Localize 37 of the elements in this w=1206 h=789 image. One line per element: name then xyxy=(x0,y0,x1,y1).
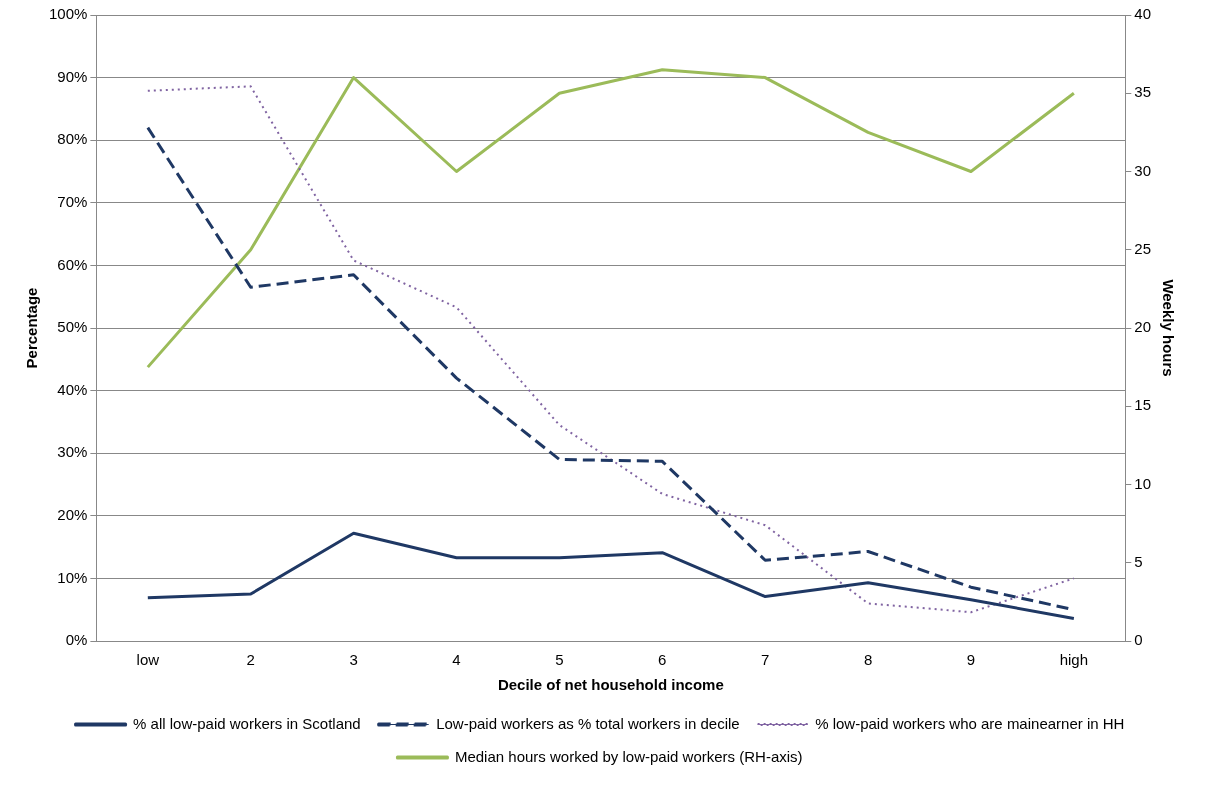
legend-label: % low-paid workers who are mainearner in HH xyxy=(815,714,1125,732)
legend-label: Median hours worked by low-paid workers (RH-axis) xyxy=(454,747,803,765)
x-tick-label: 8 xyxy=(863,651,873,669)
x-tick-label: low xyxy=(136,651,160,669)
legend-label: Low-paid workers as % total workers in decile xyxy=(436,714,740,732)
y-tick-label: 50% xyxy=(57,318,88,336)
legend-label: % all low-paid workers in Scotland xyxy=(133,714,361,732)
y2-axis-title: Weekly hours xyxy=(1159,279,1177,377)
y2-tick-label: 10 xyxy=(1134,474,1151,492)
y-axis-title: Percentage xyxy=(23,287,41,369)
y2-tick-label: 30 xyxy=(1134,161,1151,179)
y-tick-label: 30% xyxy=(57,443,88,461)
x-axis-title: Decile of net household income xyxy=(497,676,724,694)
y2-tick-label: 25 xyxy=(1134,239,1151,257)
y-tick-label: 40% xyxy=(57,380,88,398)
y-tick-label: 20% xyxy=(57,505,88,523)
x-tick-label: 4 xyxy=(452,651,461,669)
x-tick-label: high xyxy=(1059,651,1089,669)
y2-tick-label: 40 xyxy=(1134,5,1151,23)
x-tick-label: 9 xyxy=(966,651,976,669)
y-tick-label: 70% xyxy=(57,192,88,210)
x-tick-label: 7 xyxy=(761,651,770,669)
x-tick-label: 5 xyxy=(555,651,564,669)
y2-tick-label: 35 xyxy=(1134,83,1151,101)
y2-tick-label: 0 xyxy=(1134,631,1143,649)
y-tick-label: 0% xyxy=(65,631,88,649)
y-tick-label: 100% xyxy=(48,5,88,23)
x-tick-label: 3 xyxy=(349,651,358,669)
y2-tick-label: 5 xyxy=(1134,552,1143,570)
y-tick-label: 80% xyxy=(57,130,88,148)
y-tick-label: 60% xyxy=(57,255,88,273)
y-tick-label: 10% xyxy=(57,568,88,586)
x-tick-label: 6 xyxy=(658,651,667,669)
y-tick-label: 90% xyxy=(57,67,88,85)
x-tick-label: 2 xyxy=(246,651,255,669)
y2-tick-label: 20 xyxy=(1134,318,1151,336)
y2-tick-label: 15 xyxy=(1134,396,1151,414)
